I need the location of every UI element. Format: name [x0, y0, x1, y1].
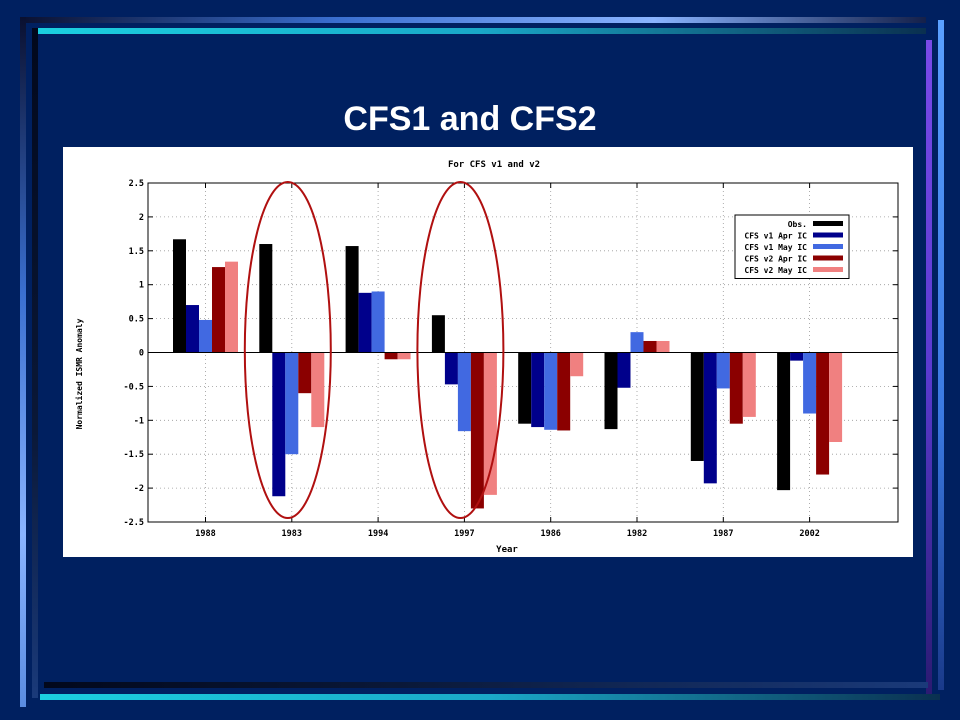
legend-label: CFS v1 May IC	[744, 243, 807, 252]
bar-1987-series-2	[703, 352, 717, 484]
y-tick-label: -1.5	[124, 450, 144, 460]
legend-label: CFS v1 Apr IC	[744, 232, 807, 241]
border-bar-left-inner	[32, 28, 38, 698]
bar-1994-series-5	[397, 352, 411, 360]
y-tick-label: 2.5	[129, 179, 144, 189]
bar-1982-series-3	[630, 332, 644, 353]
bar-1997-series-4	[470, 352, 484, 509]
bar-1983-series-5	[311, 352, 325, 428]
border-bar-right-inner	[938, 20, 944, 690]
x-tick-label: 1987	[713, 529, 733, 539]
y-tick-label: -2	[134, 484, 144, 494]
x-tick-label: 1982	[627, 529, 647, 539]
x-tick-label: 1988	[195, 529, 215, 539]
y-tick-label: -2.5	[124, 518, 144, 528]
bar-2002-series-4	[816, 352, 830, 475]
bar-1982-series-2	[617, 352, 631, 388]
border-bar-top-inner	[32, 28, 926, 34]
bar-1986-series-1	[518, 352, 532, 424]
legend-label: CFS v2 Apr IC	[744, 255, 807, 264]
bar-1997-series-2	[444, 352, 458, 385]
bar-1987-series-1	[690, 352, 704, 461]
y-tick-label: 0.5	[129, 315, 144, 325]
x-axis-label: Year	[496, 545, 518, 555]
bar-2002-series-5	[829, 352, 843, 442]
bar-1997-series-3	[457, 352, 471, 432]
y-tick-label: 0	[139, 349, 144, 359]
legend-swatch	[813, 244, 843, 249]
border-bar-right-outer	[926, 40, 932, 700]
highlight-ellipse-1997	[416, 181, 505, 519]
y-tick-label: -0.5	[124, 382, 144, 392]
legend-swatch	[813, 221, 843, 226]
bar-1983-series-3	[285, 352, 299, 455]
highlight-ellipse-1983	[243, 181, 332, 519]
bar-1994-series-1	[345, 246, 359, 353]
bar-1988-series-1	[173, 239, 186, 353]
y-tick-label: 1.5	[129, 247, 144, 257]
bar-1986-series-3	[544, 352, 558, 430]
y-tick-label: 1	[139, 281, 144, 291]
bar-2002-series-2	[790, 352, 804, 361]
chart-title: For CFS v1 and v2	[448, 160, 540, 170]
bar-1988-series-5	[225, 261, 238, 353]
legend-swatch	[813, 267, 843, 272]
border-bar-top-outer	[20, 17, 926, 23]
slide-title: CFS1 and CFS2	[343, 100, 597, 138]
bar-1982-series-4	[643, 340, 657, 353]
legend-label: Obs.	[788, 220, 807, 229]
legend-label: CFS v2 May IC	[744, 266, 807, 275]
bar-1987-series-5	[742, 352, 756, 417]
bar-chart: -2.5 -2 -1.5 -1 -0.5 0 0.5 1 1.5 2 2.5 1988 1983 1994…	[74, 160, 899, 555]
bar-1994-series-4	[384, 352, 398, 360]
x-tick-label: 1997	[454, 529, 474, 539]
bar-1983-series-4	[298, 352, 312, 394]
bar-1988-series-2	[186, 305, 199, 353]
bar-1982-series-1	[604, 352, 618, 430]
y-tick-label: 2	[139, 213, 144, 223]
x-tick-label: 1983	[282, 529, 302, 539]
bar-1994-series-3	[371, 291, 385, 353]
bar-1987-series-3	[716, 352, 730, 389]
bar-1987-series-4	[729, 352, 743, 424]
bar-1988-series-3	[199, 319, 212, 353]
y-tick-label: -1	[134, 416, 144, 426]
border-bar-left-outer	[20, 17, 26, 707]
bar-1986-series-4	[557, 352, 571, 431]
bar-1986-series-5	[570, 352, 584, 377]
bar-1997-series-1	[431, 315, 445, 353]
bar-1983-series-2	[272, 352, 286, 497]
legend-swatch	[813, 255, 843, 261]
bar-2002-series-1	[777, 352, 791, 491]
x-tick-label: 1986	[540, 529, 560, 539]
chart-panel: -2.5 -2 -1.5 -1 -0.5 0 0.5 1 1.5 2 2.5 1988 1983 1994…	[63, 147, 913, 557]
bar-1982-series-5	[656, 340, 670, 353]
bar-1988-series-4	[212, 267, 225, 353]
x-tick-label: 1994	[368, 529, 388, 539]
bar-1983-series-1	[259, 244, 273, 353]
bar-2002-series-3	[803, 352, 817, 414]
x-tick-label: 2002	[799, 529, 819, 539]
bar-1986-series-2	[531, 352, 545, 428]
border-bar-bottom-inner	[40, 694, 940, 700]
border-bar-bottom-outer	[44, 682, 928, 688]
bar-1994-series-2	[358, 292, 372, 353]
legend-swatch	[813, 232, 843, 238]
y-axis-label: Normalized ISMR Anomaly	[74, 318, 84, 429]
